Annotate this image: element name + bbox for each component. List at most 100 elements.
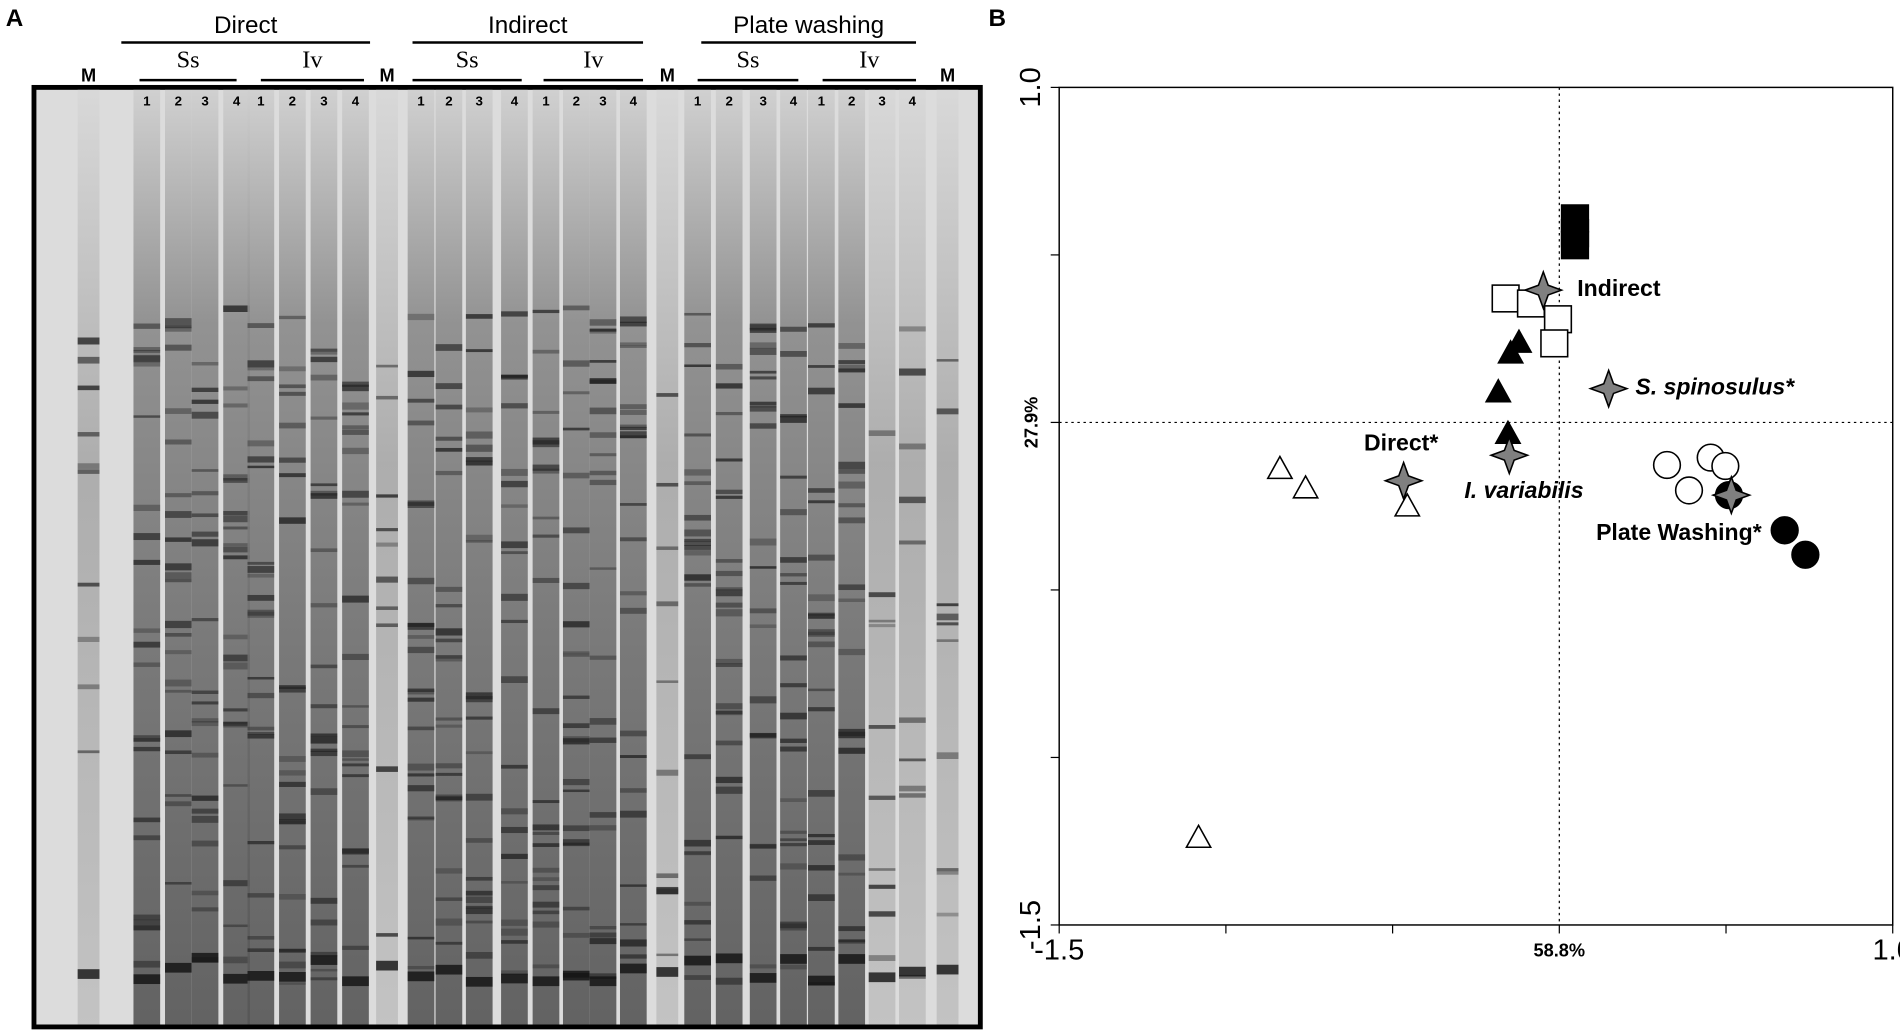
gel-band — [501, 919, 528, 926]
gel-band — [247, 936, 275, 940]
gel-band — [619, 963, 647, 974]
gel-band — [376, 494, 398, 498]
gel-band — [223, 515, 250, 523]
gel-band — [715, 953, 743, 964]
gel-band — [715, 703, 743, 710]
square-point — [1560, 231, 1590, 260]
gel-band — [376, 542, 398, 547]
lane-number: 4 — [511, 93, 519, 108]
gel-band — [936, 408, 959, 415]
triangle-point — [1266, 454, 1294, 480]
gel-band — [715, 663, 743, 667]
gel-band — [191, 795, 219, 801]
gel-band — [749, 843, 777, 849]
gel-band — [899, 496, 926, 504]
gel-band — [562, 736, 590, 743]
gel-band — [247, 323, 275, 328]
gel-band — [342, 750, 369, 758]
gel-band — [501, 551, 528, 555]
gel-band — [749, 323, 777, 330]
gel-band — [133, 919, 161, 926]
gel-band — [808, 833, 835, 838]
gel-band — [247, 732, 275, 735]
point-label: I. variabilis — [1464, 477, 1583, 503]
gel-band — [247, 676, 275, 680]
gel-band — [749, 566, 777, 569]
gel-band — [589, 379, 617, 384]
gel-band — [310, 374, 338, 381]
gel-band — [501, 970, 528, 976]
gel-band — [465, 314, 493, 319]
gel-band — [407, 763, 435, 771]
gel-band — [376, 576, 398, 583]
lane-number: 4 — [790, 93, 798, 108]
gel-band — [562, 472, 590, 479]
gel-band — [165, 325, 192, 329]
lane-number: 2 — [848, 93, 855, 108]
star-point — [1588, 368, 1630, 410]
gel-band — [589, 329, 617, 332]
gel-band — [684, 955, 711, 966]
gel-band — [780, 415, 807, 423]
gel-band — [407, 690, 435, 695]
gel-band — [589, 479, 617, 486]
gel-band — [191, 890, 219, 896]
gel-band — [407, 623, 435, 627]
gel-band — [749, 406, 777, 412]
lane-number: 3 — [599, 93, 606, 108]
gel-band — [279, 473, 306, 478]
gel-band — [838, 940, 866, 944]
gel-band — [191, 907, 219, 912]
lane-number: 3 — [201, 93, 208, 108]
gel-band — [936, 752, 959, 759]
plot-area — [1058, 86, 1894, 926]
gel-band — [868, 725, 896, 729]
gel-band — [407, 635, 435, 639]
gel-band — [465, 876, 493, 881]
gel-band — [656, 482, 679, 487]
gel-band — [656, 546, 679, 550]
gel-band — [191, 840, 219, 847]
gel-band — [838, 503, 866, 508]
gel-band — [656, 769, 679, 776]
gel-band — [407, 398, 435, 403]
gel-band — [165, 493, 192, 498]
gel-band — [223, 305, 250, 312]
gel-band — [435, 628, 463, 636]
gel-band — [376, 606, 398, 610]
gel-band — [780, 746, 807, 752]
gel-band — [532, 976, 560, 987]
gel-band — [838, 939, 866, 942]
gel-band — [562, 970, 590, 981]
gel-band — [247, 561, 275, 565]
gel-band — [838, 747, 866, 754]
star-point — [1383, 460, 1425, 502]
gel-band — [310, 356, 338, 363]
gel-band — [532, 843, 560, 847]
gel-lane — [899, 89, 926, 1025]
gel-band — [133, 628, 161, 633]
gel-band — [133, 746, 161, 752]
gel-band — [656, 601, 679, 607]
gel-band — [589, 737, 617, 743]
gel-band — [407, 785, 435, 792]
gel-band — [342, 653, 369, 661]
gel-band — [435, 897, 463, 901]
gel-band — [749, 401, 777, 408]
lane-number: 4 — [630, 93, 638, 108]
gel-band — [562, 427, 590, 431]
group-label: Direct — [214, 12, 278, 39]
lane-number: 1 — [417, 93, 425, 108]
gel-band — [562, 582, 590, 590]
gel-band — [165, 537, 192, 542]
gel-band — [310, 603, 338, 608]
gel-band — [562, 839, 590, 847]
gel-band — [435, 918, 463, 926]
gel-band — [749, 538, 777, 546]
gel-band — [465, 460, 493, 466]
gel-band — [562, 391, 590, 395]
marker-lane-label: M — [660, 65, 675, 85]
gel-band — [342, 864, 369, 868]
gel-band — [749, 973, 777, 983]
gel-band — [749, 608, 777, 614]
